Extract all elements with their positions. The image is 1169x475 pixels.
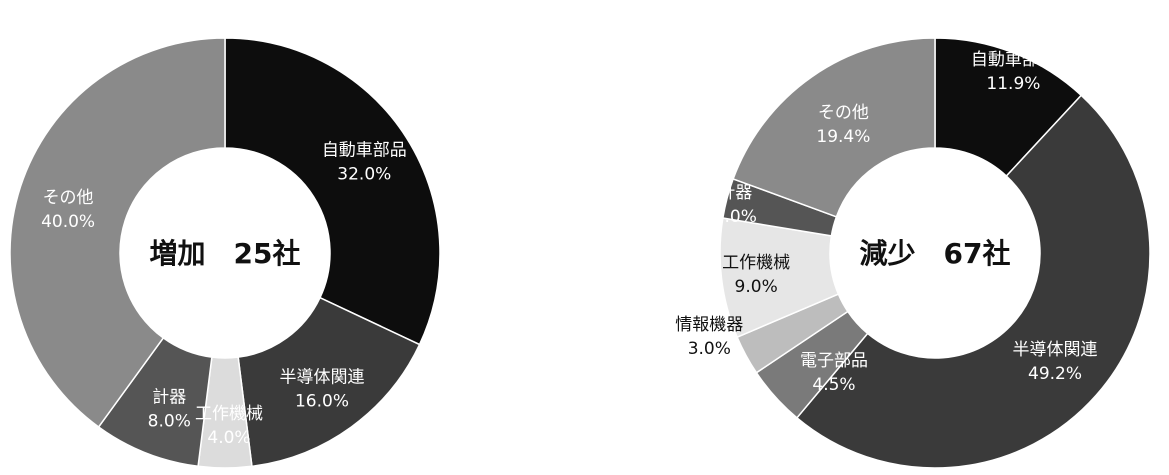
center-label-1: 減少 67社 <box>860 237 1011 270</box>
slice-value-1-4: 9.0% <box>735 277 778 297</box>
slice-label-1-4: 工作機械 <box>722 253 790 273</box>
slice-label-0-2: 工作機械 <box>195 404 263 424</box>
donut-decrease: 減少 67社 自動車部品 11.9% 半導体関連 49.2% 電子部品 4.5% 情報機器 3.… <box>675 37 1151 469</box>
slice-value-0-2: 4.0% <box>207 428 250 448</box>
slice-value-0-0: 32.0% <box>337 165 391 185</box>
slice-value-1-6: 19.4% <box>816 127 870 147</box>
donut-increase: 増加 25社 自動車部品 32.0% 半導体関連 16.0% 工作機械 4.0% 計器 8.0%… <box>9 37 441 469</box>
slice-label-1-2: 電子部品 <box>800 351 868 371</box>
slice-label-0-1: 半導体関連 <box>279 367 364 387</box>
slice-label-0-0: 自動車部品 <box>322 141 407 161</box>
donut-hole-0 <box>120 148 330 358</box>
slice-value-0-3: 8.0% <box>148 411 191 431</box>
slice-label-1-0: 自動車部品 <box>971 50 1056 70</box>
slice-label-0-4: その他 <box>43 188 94 208</box>
slice-label-1-3: 情報機器 <box>675 315 743 335</box>
slice-1-1 <box>795 94 1151 469</box>
center-label-0: 増加 25社 <box>150 237 301 270</box>
slice-value-0-4: 40.0% <box>41 212 95 232</box>
slice-value-1-2: 4.5% <box>812 375 855 395</box>
donut-hole-1 <box>830 148 1040 358</box>
slice-value-0-1: 16.0% <box>295 391 349 411</box>
slice-value-1-5: 3.0% <box>714 207 757 227</box>
slice-label-1-1: 半導体関連 <box>1013 340 1098 360</box>
slice-value-1-0: 11.9% <box>986 74 1040 94</box>
slice-label-1-6: その他 <box>818 103 869 123</box>
slice-label-0-3: 計器 <box>152 387 186 407</box>
slice-value-1-3: 3.0% <box>688 339 731 359</box>
slice-value-1-1: 49.2% <box>1028 364 1082 384</box>
slice-label-1-5: 計器 <box>718 183 752 203</box>
